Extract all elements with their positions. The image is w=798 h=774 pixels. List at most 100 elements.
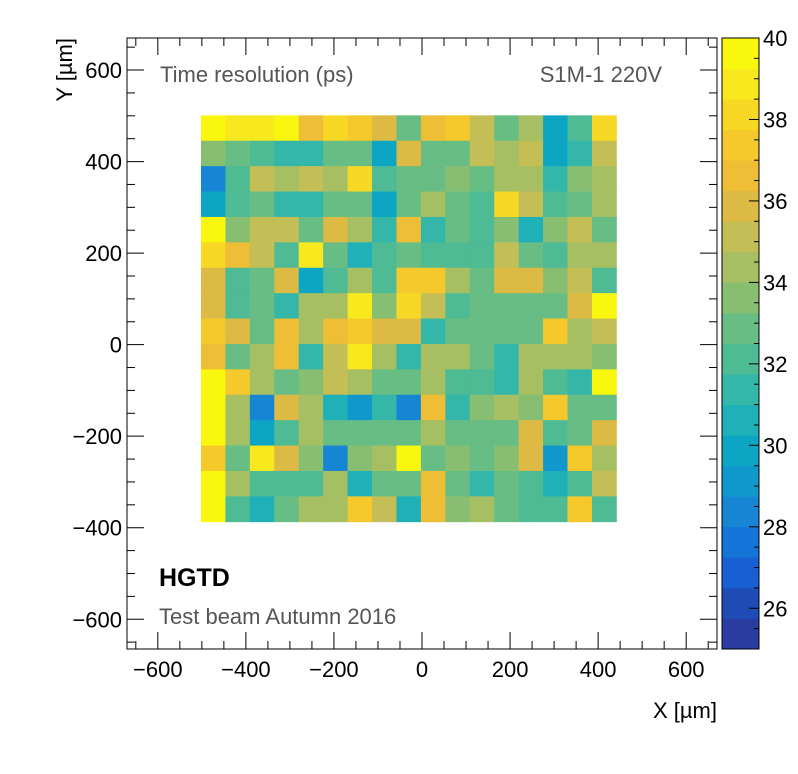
heatmap-cell: [249, 267, 275, 294]
heatmap-cell: [347, 394, 373, 421]
heatmap-cell: [420, 318, 446, 345]
heatmap-cell: [494, 420, 520, 446]
heatmap-cell: [591, 318, 617, 345]
heatmap-cell: [298, 394, 324, 421]
heatmap-cell: [200, 191, 226, 218]
heatmap-cell: [469, 166, 495, 192]
colorbar-segment: [722, 435, 759, 467]
heatmap-cell: [249, 191, 275, 218]
y-tick-label: −600: [72, 607, 122, 632]
heatmap-cell: [445, 115, 471, 142]
heatmap-cell: [249, 216, 275, 243]
heatmap-cell: [445, 191, 471, 218]
heatmap-cell: [567, 343, 593, 370]
heatmap-cell: [249, 115, 275, 142]
heatmap-cell: [543, 394, 568, 421]
heatmap-cell: [347, 369, 373, 396]
heatmap-cell: [445, 420, 471, 446]
heatmap-cell: [469, 242, 495, 269]
heatmap-cell: [298, 369, 324, 396]
heatmap-cell: [494, 191, 520, 218]
chart-title: Time resolution (ps): [160, 62, 354, 87]
heatmap-cell: [225, 191, 251, 218]
heatmap-cell: [372, 470, 397, 497]
heatmap-cell: [445, 293, 471, 319]
heatmap-cell: [249, 445, 275, 472]
colorbar-segment: [722, 221, 759, 253]
heatmap-cell: [543, 115, 568, 142]
colorbar-segment: [722, 496, 759, 528]
heatmap-cell: [469, 420, 495, 446]
axis-ticks: [127, 38, 717, 649]
heatmap-cell: [347, 318, 373, 345]
heatmap-cell: [298, 242, 324, 269]
heatmap-cell: [323, 216, 348, 243]
heatmap-cell: [518, 216, 544, 243]
colorbar-tick-label: 32: [763, 352, 787, 377]
heatmap-cell: [494, 496, 520, 523]
heatmap-cell: [420, 191, 446, 218]
colorbar-tick-labels: 26 28 30 32 34 36 38 40: [763, 26, 787, 621]
heatmap-cell: [249, 369, 275, 396]
heatmap-cell: [445, 140, 471, 167]
heatmap-cell: [494, 343, 520, 370]
heatmap-cell: [323, 318, 348, 345]
heatmap-cell: [225, 420, 251, 446]
heatmap-cell: [347, 191, 373, 218]
heatmap-cell: [396, 420, 422, 446]
heatmap-cell: [543, 445, 568, 472]
heatmap-cell: [200, 445, 226, 472]
y-tick-labels: −600 −400 −200 0 200 400 600: [72, 58, 122, 632]
x-tick-labels: −600 −400 −200 0 200 400 600: [133, 657, 705, 682]
colorbar-tick-label: 40: [763, 26, 787, 51]
heatmap-cell: [445, 394, 471, 421]
x-tick-label: 0: [416, 657, 428, 682]
heatmap-cell: [347, 242, 373, 269]
heatmap-cell: [591, 369, 617, 396]
heatmap-cell: [420, 115, 446, 142]
heatmap-cell: [323, 470, 348, 497]
heatmap-cell: [518, 394, 544, 421]
heatmap-cell: [249, 470, 275, 497]
heatmap-cell: [469, 394, 495, 421]
heatmap-cell: [567, 420, 593, 446]
colorbar-tick-label: 34: [763, 270, 787, 295]
heatmap-cell: [323, 293, 348, 319]
heatmap-cell: [225, 293, 251, 319]
heatmap-cell: [518, 420, 544, 446]
heatmap-cell: [469, 369, 495, 396]
heatmap-cell: [298, 191, 324, 218]
heatmap-cell: [347, 343, 373, 370]
heatmap-cell: [225, 343, 251, 370]
colorbar-segment: [722, 190, 759, 222]
heatmap-cell: [396, 496, 422, 523]
heatmap-cell: [494, 115, 520, 142]
colorbar-segment: [722, 38, 759, 69]
heatmap-cell: [372, 445, 397, 472]
heatmap-cell: [591, 216, 617, 243]
heatmap-cell: [396, 140, 422, 167]
heatmap-cell: [298, 470, 324, 497]
heatmap-cell: [249, 318, 275, 345]
y-axis-label: Y [µm]: [52, 38, 77, 102]
heatmap-cell: [591, 445, 617, 472]
heatmap-cell: [274, 496, 300, 523]
heatmap-cell: [323, 394, 348, 421]
heatmap-cell: [494, 216, 520, 243]
heatmap-cell: [518, 445, 544, 472]
heatmap-cell: [543, 140, 568, 167]
heatmap-cell: [372, 369, 397, 396]
heatmap-cell: [494, 394, 520, 421]
heatmap-cell: [445, 496, 471, 523]
x-tick-label: 600: [668, 657, 705, 682]
heatmap-cell: [372, 343, 397, 370]
heatmap-cell: [445, 242, 471, 269]
colorbar-segment: [722, 374, 759, 405]
heatmap-cell: [396, 318, 422, 345]
heatmap-cell: [591, 293, 617, 319]
heatmap-cell: [420, 267, 446, 294]
heatmap-cell: [347, 293, 373, 319]
heatmap-cell: [420, 343, 446, 370]
campaign-label: Test beam Autumn 2016: [159, 604, 396, 629]
heatmap-cell: [298, 140, 324, 167]
